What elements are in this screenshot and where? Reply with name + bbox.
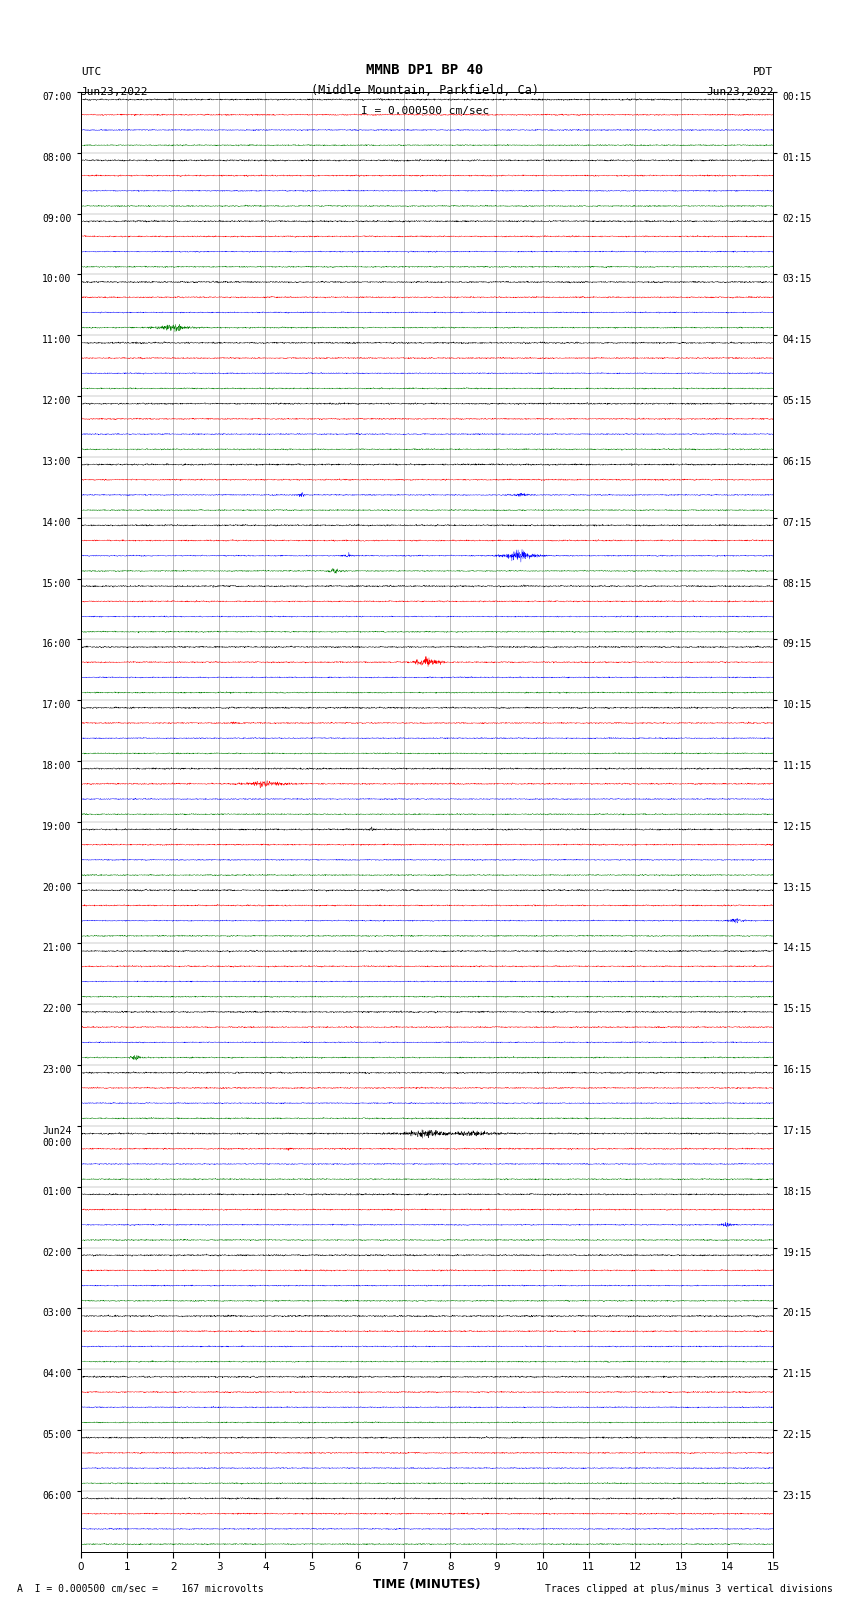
Text: Jun23,2022: Jun23,2022 <box>706 87 774 97</box>
Text: MMNB DP1 BP 40: MMNB DP1 BP 40 <box>366 63 484 77</box>
Text: UTC: UTC <box>81 68 101 77</box>
Text: (Middle Mountain, Parkfield, Ca): (Middle Mountain, Parkfield, Ca) <box>311 84 539 97</box>
Text: Traces clipped at plus/minus 3 vertical divisions: Traces clipped at plus/minus 3 vertical … <box>545 1584 833 1594</box>
Text: Jun23,2022: Jun23,2022 <box>81 87 148 97</box>
Text: I = 0.000500 cm/sec: I = 0.000500 cm/sec <box>361 106 489 116</box>
X-axis label: TIME (MINUTES): TIME (MINUTES) <box>373 1578 481 1590</box>
Text: PDT: PDT <box>753 68 774 77</box>
Text: A  I = 0.000500 cm/sec =    167 microvolts: A I = 0.000500 cm/sec = 167 microvolts <box>17 1584 264 1594</box>
